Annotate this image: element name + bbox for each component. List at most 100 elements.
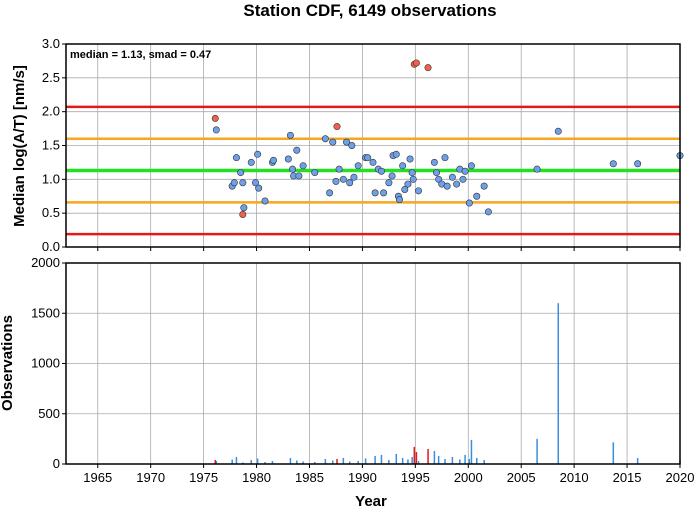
bottom-y-axis-label: Observations (0, 315, 16, 411)
observation-bar (401, 457, 404, 464)
observation-bar (417, 460, 420, 464)
observation-bar (296, 460, 298, 464)
data-point (212, 126, 220, 134)
data-point (343, 138, 351, 146)
data-point (371, 189, 379, 197)
data-point (321, 135, 329, 143)
outlier-bar (413, 446, 416, 464)
data-point (430, 158, 438, 166)
observation-bar (314, 461, 316, 464)
data-point (364, 154, 372, 162)
outlier-bar (415, 451, 418, 464)
data-point (369, 158, 377, 166)
data-point (404, 180, 412, 188)
bottom-y-tick-label: 2000 (31, 255, 60, 270)
data-point (239, 179, 247, 187)
data-point (326, 189, 334, 197)
data-point (388, 172, 396, 180)
data-point (392, 150, 400, 158)
data-point (435, 175, 443, 183)
data-point (354, 162, 362, 170)
x-tick-label: 2015 (613, 470, 642, 485)
top-y-axis-label: Median log(A/T) [nm/s] (11, 65, 28, 227)
data-point (634, 160, 642, 168)
data-point (299, 162, 307, 170)
observation-bar (475, 457, 478, 464)
data-point (284, 155, 292, 163)
data-point (473, 192, 481, 200)
observation-bar (256, 458, 259, 464)
observation-bar (271, 460, 274, 464)
data-point (348, 142, 356, 150)
data-point (408, 169, 416, 177)
bottom-y-tick-label: 1000 (31, 356, 60, 371)
data-point (293, 146, 301, 154)
stats-annotation: median = 1.13, smad = 0.47 (70, 49, 211, 61)
data-point (401, 185, 409, 193)
observation-bar (470, 439, 473, 464)
observation-bar (357, 460, 359, 464)
data-point (415, 187, 423, 195)
data-point (385, 179, 393, 187)
data-point (237, 169, 245, 177)
observation-bar (395, 453, 398, 464)
data-point (465, 199, 473, 207)
data-point (269, 156, 277, 164)
data-point (346, 179, 354, 187)
data-point (254, 150, 262, 158)
data-point (232, 154, 240, 162)
data-point (261, 197, 269, 205)
data-point (332, 177, 340, 185)
x-tick-label: 1995 (401, 470, 430, 485)
observation-bar (302, 461, 304, 464)
observation-bar (235, 456, 238, 464)
bottom-panel: 1965 1970 1975 1980 1985 1990 1995 2000 2005 2010… (31, 255, 694, 485)
top-y-tick-label: 1.5 (42, 138, 60, 153)
data-point (329, 138, 337, 146)
data-point (433, 169, 441, 177)
data-point (255, 184, 263, 192)
observation-bar (411, 456, 413, 464)
observation-bar (536, 438, 538, 464)
bottom-y-tick-label: 500 (38, 406, 60, 421)
observation-bar (459, 459, 461, 464)
observation-bar (374, 455, 376, 464)
observation-bar (264, 461, 266, 464)
data-point (406, 155, 414, 163)
observation-bar (483, 459, 485, 464)
outlier-point (412, 59, 420, 67)
outlier-bar (427, 448, 429, 464)
observation-bar (444, 458, 446, 464)
top-panel: 0.0 0.5 1.0 1.5 2.0 2.5 3.0 (42, 36, 684, 254)
data-point (339, 175, 347, 183)
data-point (286, 131, 294, 139)
observation-bar (332, 460, 334, 464)
observation-bar (464, 454, 466, 464)
observation-bar (380, 454, 383, 464)
x-tick-label: 1980 (242, 470, 271, 485)
observation-bar (636, 457, 639, 464)
top-y-tick-label: 0.5 (42, 205, 60, 220)
data-point (377, 167, 385, 175)
data-point (247, 158, 255, 166)
outlier-point (239, 211, 247, 219)
x-tick-label: 2000 (454, 470, 483, 485)
data-point (609, 160, 617, 168)
top-y-tick-label: 1.0 (42, 171, 60, 186)
x-tick-label: 2005 (507, 470, 536, 485)
x-tick-label: 1975 (189, 470, 218, 485)
outlier-point (333, 123, 341, 131)
data-point (484, 208, 492, 216)
bottom-y-tick-label: 1500 (31, 305, 60, 320)
observation-bar (557, 303, 560, 464)
data-point (289, 165, 297, 173)
data-point (335, 165, 343, 173)
data-point (311, 169, 319, 177)
data-point (441, 154, 449, 162)
observation-bar (289, 457, 292, 464)
observation-bar (364, 458, 367, 464)
top-plot-frame (65, 43, 681, 248)
outlier-point (211, 114, 219, 122)
data-point (533, 165, 541, 173)
